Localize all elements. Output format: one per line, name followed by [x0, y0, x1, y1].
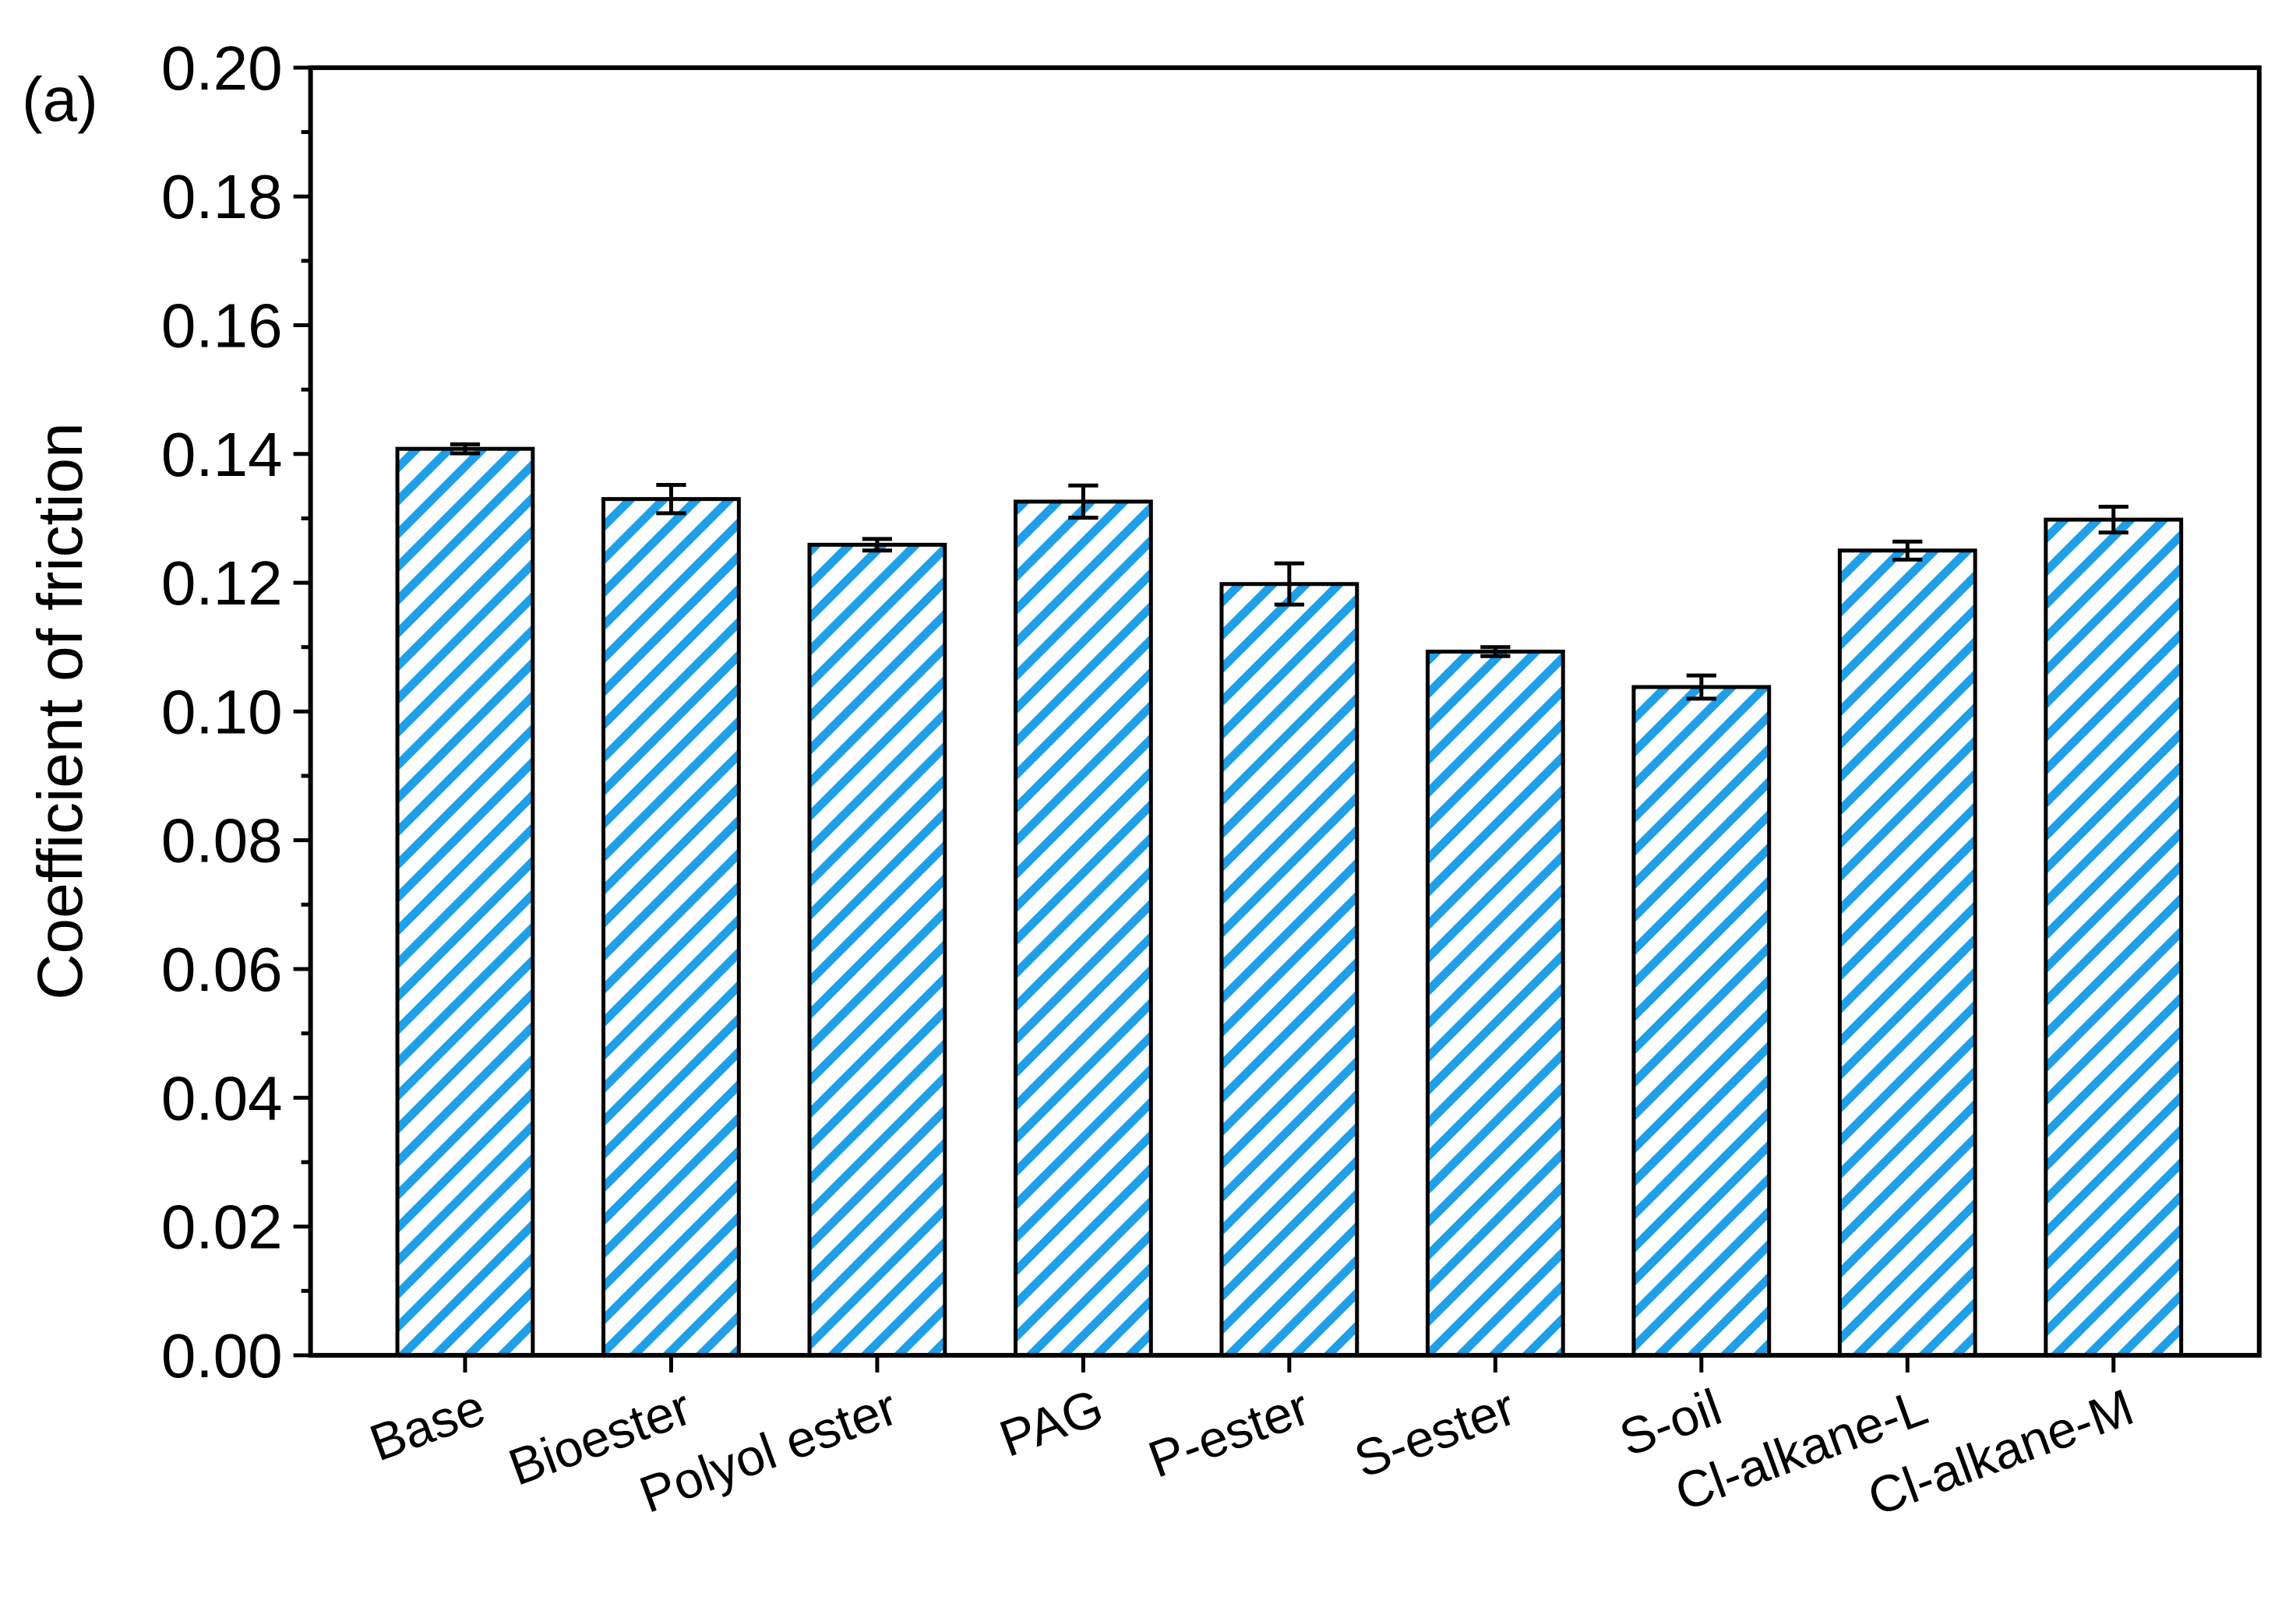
y-tick-label: 0.18	[161, 162, 283, 231]
error-bar	[1686, 673, 1716, 701]
y-tick-label: 0.20	[161, 33, 283, 103]
bar	[1631, 685, 1772, 1358]
error-bar	[1274, 561, 1304, 607]
error-bar	[1068, 483, 1099, 520]
panel-label: (a)	[22, 65, 98, 134]
bar	[1219, 582, 1360, 1358]
x-tick-label: PAG	[992, 1377, 1110, 1468]
y-tick-label: 0.00	[161, 1321, 283, 1390]
y-tick-label: 0.10	[161, 677, 283, 746]
bar	[807, 542, 947, 1358]
error-bar	[1480, 645, 1511, 658]
y-tick-label: 0.02	[161, 1193, 283, 1262]
error-bar	[2098, 505, 2128, 535]
x-tick-label: Base	[362, 1377, 492, 1471]
y-tick-label: 0.12	[161, 548, 283, 618]
x-tick-label: S-ester	[1347, 1377, 1522, 1488]
y-tick-label: 0.08	[161, 806, 283, 876]
plot-frame	[308, 65, 2262, 1358]
y-tick-label: 0.16	[161, 291, 283, 360]
error-bar	[862, 537, 893, 553]
y-tick-label: 0.06	[161, 935, 283, 1004]
y-tick-label: 0.04	[161, 1063, 283, 1133]
y-axis-label: Coefficient of friction	[25, 422, 96, 999]
error-bar	[656, 482, 686, 516]
x-tick-label: P-ester	[1141, 1377, 1316, 1488]
bar	[2044, 517, 2184, 1358]
bar	[1013, 499, 1153, 1358]
bar	[1837, 548, 1977, 1358]
bar	[395, 446, 535, 1358]
bar	[1425, 650, 1565, 1358]
bar	[601, 497, 741, 1358]
error-bar	[450, 442, 481, 456]
y-tick-label: 0.14	[161, 420, 283, 489]
error-bar	[1892, 539, 1923, 562]
